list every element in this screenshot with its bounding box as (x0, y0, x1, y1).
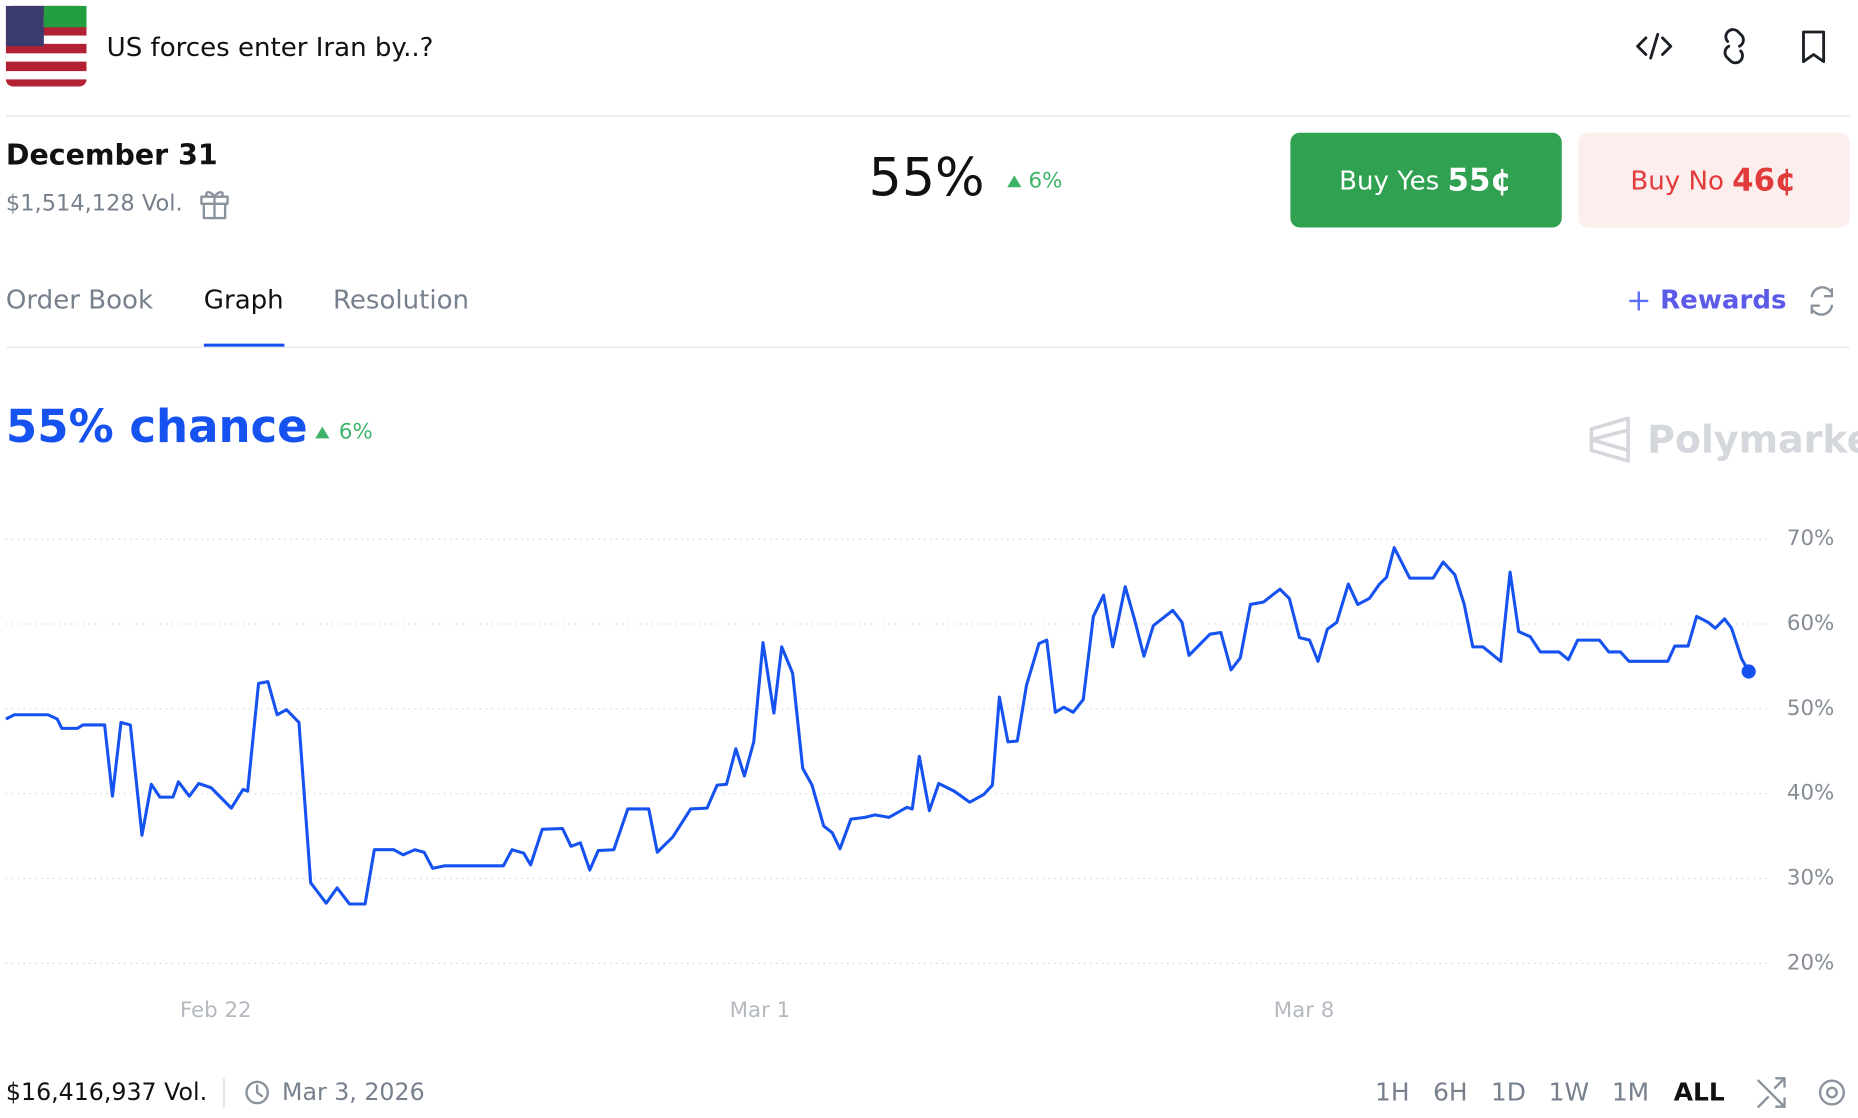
x-tick-label: Mar 8 (1274, 998, 1335, 1023)
buy-no-price: 46¢ (1732, 162, 1796, 198)
watermark-text: Polymarket (1647, 417, 1858, 461)
probability-change: 6% (1029, 168, 1063, 193)
svg-text:Buy Yes 55¢: Buy Yes 55¢ (1339, 162, 1512, 198)
market-image (5, 5, 87, 87)
range-button[interactable]: 1M (1612, 1078, 1649, 1107)
y-tick-label: 50% (1787, 696, 1834, 721)
range-button[interactable]: 6H (1433, 1078, 1468, 1107)
buy-no-label: Buy No (1630, 166, 1724, 196)
tab-underline (203, 343, 285, 348)
y-tick-label: 20% (1787, 950, 1834, 975)
outcome-date: December 31 (6, 138, 218, 171)
x-tick-label: Mar 1 (730, 998, 791, 1023)
tab-active[interactable]: Graph (204, 285, 284, 315)
y-tick-label: 60% (1787, 611, 1834, 636)
buy-yes-label: Buy Yes (1339, 166, 1439, 196)
total-volume: $16,416,937 Vol. (6, 1078, 207, 1106)
svg-text:Buy No 46¢: Buy No 46¢ (1630, 162, 1796, 198)
up-arrow (315, 426, 330, 439)
buy-yes-button[interactable]: Buy Yes 55¢ (1290, 132, 1562, 228)
current-point (1741, 664, 1756, 679)
rewards-button[interactable]: Rewards (1629, 285, 1786, 315)
probability: 55% (869, 148, 985, 208)
end-date: Mar 3, 2026 (282, 1078, 425, 1106)
watermark: Polymarket (1589, 416, 1858, 463)
tab[interactable]: Resolution (333, 285, 469, 315)
buy-no-button[interactable]: Buy No 46¢ (1578, 132, 1850, 228)
up-arrow (1007, 175, 1022, 188)
range-button[interactable]: 1W (1549, 1078, 1589, 1107)
bookmark-button[interactable] (1802, 30, 1826, 64)
gift-icon (200, 191, 229, 220)
buy-yes-price: 55¢ (1448, 162, 1512, 198)
range-button[interactable]: 1D (1491, 1078, 1526, 1107)
y-tick-label: 70% (1787, 526, 1834, 551)
price-line (5, 546, 1751, 906)
y-tick-label: 40% (1787, 781, 1834, 806)
rewards-label: Rewards (1660, 285, 1786, 315)
x-tick-label: Feb 22 (180, 998, 252, 1023)
copy-link-button[interactable] (1723, 28, 1745, 65)
range-button[interactable]: ALL (1674, 1078, 1725, 1107)
embed-button[interactable] (1636, 32, 1673, 60)
y-tick-label: 30% (1787, 866, 1834, 891)
chart-change: 6% (339, 420, 373, 445)
compare-button[interactable] (1757, 1077, 1786, 1108)
market-title: US forces enter Iran by..? (107, 33, 434, 63)
outcome-volume: $1,514,128 Vol. (6, 190, 183, 216)
refresh-button[interactable] (1810, 286, 1834, 316)
clock-icon (245, 1080, 269, 1105)
range-button[interactable]: 1H (1375, 1078, 1410, 1107)
chart-title: 55% chance (6, 400, 308, 453)
tab[interactable]: Order Book (6, 285, 153, 315)
settings-button[interactable] (1818, 1079, 1845, 1106)
